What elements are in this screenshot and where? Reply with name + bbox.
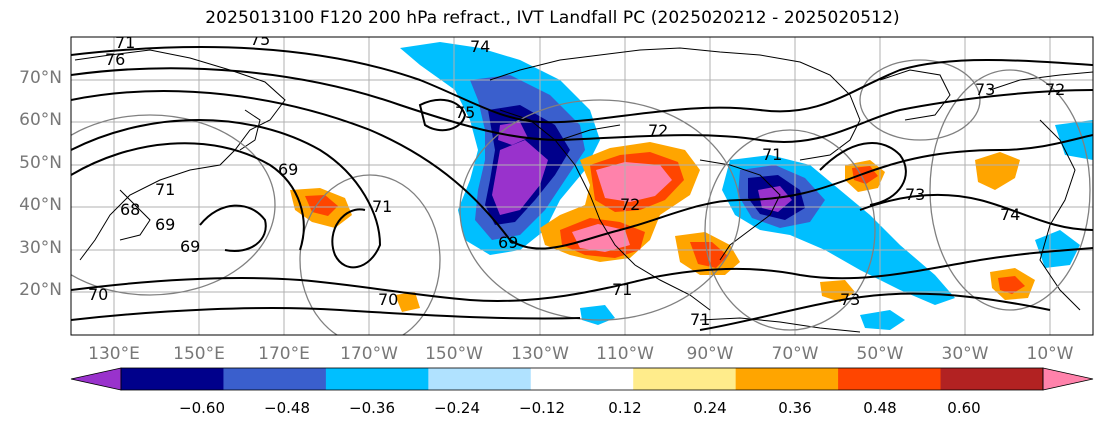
coastlines <box>74 47 1093 333</box>
colorbar-swatch <box>121 368 224 390</box>
lon-label: 130°W <box>511 344 569 364</box>
colorbar <box>70 367 1094 391</box>
contour-labels: 74 75 72 71 73 72 75 76 71 69 69 68 69 7… <box>88 30 1065 329</box>
lat-label: 40°N <box>19 195 62 215</box>
colorbar-tick-label: −0.24 <box>434 399 480 417</box>
contour-label: 69 <box>180 237 200 256</box>
colorbar-tick-label: −0.48 <box>264 399 310 417</box>
lon-label: 150°W <box>425 344 483 364</box>
lon-label: 50°W <box>856 344 904 364</box>
lon-label: 110°W <box>596 344 654 364</box>
lon-label: 170°E <box>258 344 310 364</box>
colorbar-extend-low <box>70 367 122 391</box>
contour-label: 76 <box>105 50 125 69</box>
contour-label: 68 <box>120 200 140 219</box>
colorbar-swatch <box>530 368 634 390</box>
lon-label: 130°E <box>88 344 140 364</box>
colorbar-swatch <box>325 368 429 390</box>
lon-label: 10°W <box>1026 344 1074 364</box>
colorbar-tick-label: 0.12 <box>608 399 642 417</box>
contour-label: 75 <box>455 103 475 122</box>
map-title: 2025013100 F120 200 hPa refract., IVT La… <box>205 8 900 28</box>
contour-label: 74 <box>470 37 490 56</box>
lat-label: 70°N <box>19 68 62 88</box>
lon-label: 150°E <box>173 344 225 364</box>
colorbar-tick-label: −0.12 <box>519 399 565 417</box>
colorbar-extend-high <box>1042 367 1094 391</box>
lon-label: 170°W <box>340 344 398 364</box>
contour-label: 72 <box>620 195 640 214</box>
lon-label: 90°W <box>686 344 734 364</box>
contour-label: 71 <box>612 280 632 299</box>
contour-label: 73 <box>840 290 860 309</box>
colorbar-swatch <box>223 368 327 390</box>
lon-label: 70°W <box>771 344 819 364</box>
colorbar-tick-label: 0.48 <box>863 399 897 417</box>
contour-label: 73 <box>905 185 925 204</box>
contour-label: 69 <box>155 215 175 234</box>
contour-label: 72 <box>648 121 668 140</box>
colorbar-tick-label: −0.60 <box>179 399 225 417</box>
contour-label: 71 <box>690 310 710 329</box>
contour-label: 71 <box>372 197 392 216</box>
lat-label: 20°N <box>19 280 62 300</box>
colorbar-tick-label: 0.24 <box>693 399 727 417</box>
colorbar-swatch <box>735 368 839 390</box>
colorbar-swatch <box>428 368 532 390</box>
colorbar-swatch <box>940 368 1044 390</box>
lat-label: 50°N <box>19 153 62 173</box>
composite-contours <box>71 59 1091 335</box>
colorbar-swatch <box>633 368 737 390</box>
contour-label: 72 <box>1045 80 1065 99</box>
colorbar-tick-label: −0.36 <box>349 399 395 417</box>
contour-label: 74 <box>1000 205 1020 224</box>
height-contours <box>71 46 1093 331</box>
lon-label: 30°W <box>941 344 989 364</box>
contour-label: 71 <box>115 33 135 52</box>
lat-label: 60°N <box>19 110 62 130</box>
colorbar-tick-label: 0.60 <box>947 399 981 417</box>
colorbar-tick-label: 0.36 <box>778 399 812 417</box>
contour-label: 75 <box>250 30 270 49</box>
contour-label: 69 <box>498 233 518 252</box>
contour-label: 71 <box>762 145 782 164</box>
map-frame <box>70 36 1094 336</box>
contour-label: 70 <box>88 285 108 304</box>
contour-label: 73 <box>975 80 995 99</box>
contour-label: 70 <box>378 290 398 309</box>
colorbar-frame <box>120 367 1044 391</box>
contour-label: 69 <box>278 160 298 179</box>
colorbar-swatch <box>838 368 942 390</box>
contour-label: 71 <box>155 180 175 199</box>
lat-label: 30°N <box>19 238 62 258</box>
